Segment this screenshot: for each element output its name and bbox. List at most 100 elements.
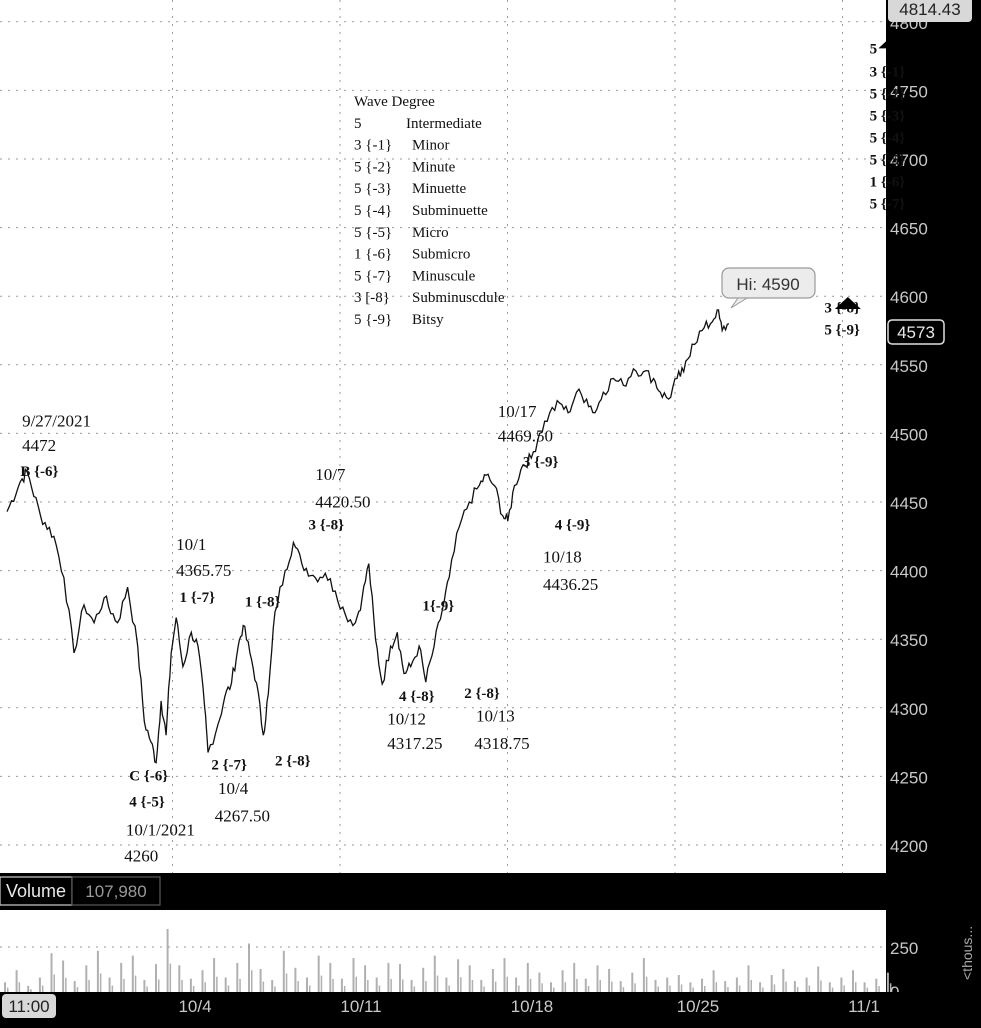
volume-bar <box>317 955 320 992</box>
top-price-badge[interactable]: 4814.43 <box>888 0 972 22</box>
volume-bar <box>402 979 404 992</box>
volume-bar <box>146 986 148 992</box>
volume-bar <box>399 964 401 992</box>
volume-bar <box>375 977 378 992</box>
wave-annotation: B {-6} <box>20 464 58 480</box>
legend-degree-name: Subminuscdule <box>412 290 505 306</box>
volume-bar <box>863 982 866 992</box>
wave-annotation: 4 {-8} <box>399 689 435 705</box>
top-price-value: 4814.43 <box>899 0 960 19</box>
volume-bar <box>120 962 123 992</box>
wave-annotations: 9/27/2021 4472 B {-6} 10/1 4365.75 1 {-7} 1 {-… <box>20 41 905 865</box>
wave-marker-triangle <box>834 297 861 310</box>
wave-annotation: 1{-9} <box>422 598 454 614</box>
volume-bar <box>704 986 706 992</box>
time-axis-background <box>0 992 981 1023</box>
volume-bar <box>855 982 857 992</box>
wave-annotation: 3 {-1} <box>870 65 906 81</box>
volume-bar <box>817 966 820 992</box>
volume-bar <box>561 970 564 992</box>
time-axis: 11:00 10/4 10/11 10/18 10/25 11/1 <box>2 994 880 1018</box>
wave-annotation: 5 {-9} <box>824 323 860 339</box>
wave-annotation: 2 {-8} <box>464 686 500 702</box>
volume-bar <box>227 985 230 992</box>
volume-bar <box>669 985 671 992</box>
volume-bar <box>759 982 762 992</box>
volume-bar <box>889 983 892 992</box>
wave-annotation: 5 <box>870 41 878 57</box>
volume-bar <box>436 975 439 992</box>
volume-bar <box>611 981 613 992</box>
wave-annotation: 10/1/2021 <box>126 820 195 839</box>
volume-bar <box>762 987 764 992</box>
volume-bar <box>573 962 576 992</box>
wave-annotation: 4420.50 <box>315 492 370 511</box>
volume-bar <box>805 977 808 992</box>
volume-bars <box>4 929 892 992</box>
volume-bar <box>297 981 299 992</box>
volume-bar <box>108 977 111 992</box>
volume-bar <box>41 985 44 992</box>
volume-bar <box>878 986 880 992</box>
legend-degree-name: Minute <box>412 159 456 175</box>
legend-code: 5 {-5} <box>354 225 392 241</box>
legend-degree-name: Intermediate <box>406 116 482 132</box>
wave-markers <box>834 36 905 310</box>
price-tick-label: 4350 <box>890 631 928 650</box>
volume-bar <box>50 953 53 992</box>
price-tick-label: 4550 <box>890 357 928 376</box>
wave-annotation: 5 {-5} <box>870 152 906 168</box>
volume-bar <box>689 982 692 992</box>
volume-bar <box>285 973 288 992</box>
price-tick-label: 4750 <box>890 82 928 101</box>
legend-code: 3 [-8} <box>354 290 390 306</box>
volume-bar <box>38 977 41 992</box>
legend-degree-name: Minuscule <box>412 268 476 284</box>
volume-bar <box>143 979 146 992</box>
volume-plot-background <box>0 910 886 992</box>
volume-bar <box>701 978 703 992</box>
wave-annotation: 5 {-3} <box>870 109 906 125</box>
volume-bar <box>747 965 750 992</box>
time-cursor-badge[interactable] <box>2 994 56 1018</box>
volume-bar <box>445 977 448 992</box>
price-tick-label: 4200 <box>890 837 928 856</box>
volume-title: Volume <box>6 881 66 901</box>
volume-bar <box>85 965 88 992</box>
wave-annotation: 10/7 <box>315 465 346 484</box>
volume-bar <box>529 978 532 992</box>
legend-code: 1 {-6} <box>354 247 392 263</box>
volume-bar <box>808 985 811 992</box>
volume-bar <box>53 974 55 992</box>
price-tick-label: 4400 <box>890 563 928 582</box>
legend-code: 5 {-3} <box>354 181 392 197</box>
volume-bar <box>491 969 494 992</box>
volume-title-box[interactable] <box>0 876 73 906</box>
hi-bubble[interactable]: Hi: 4590 <box>721 267 816 309</box>
legend-degree-name: Micro <box>412 225 449 241</box>
volume-bar <box>343 986 346 992</box>
volume-bar <box>750 980 752 992</box>
volume-bar <box>471 980 474 992</box>
legend-code: 5 {-4} <box>354 203 392 219</box>
wave-marker-triangle <box>878 36 905 49</box>
wave-annotation: C {-6} <box>129 769 168 785</box>
time-tick-label: 11/1 <box>848 997 880 1016</box>
wave-annotation: 10/13 <box>476 707 515 726</box>
wave-annotation: 10/4 <box>218 779 249 798</box>
wave-annotation: 4260 <box>124 846 158 865</box>
volume-bar <box>712 970 715 992</box>
volume-bar <box>770 975 773 992</box>
legend-code: 3 {-1} <box>354 138 392 154</box>
volume-bar <box>387 962 390 992</box>
volume-bar <box>468 965 471 992</box>
volume-bar <box>262 981 265 992</box>
volume-bar <box>448 985 450 992</box>
volume-bar <box>88 980 90 992</box>
volume-bar <box>460 977 462 992</box>
time-cursor-label: 11:00 <box>8 997 49 1016</box>
current-price-badge[interactable]: 4573 <box>887 319 945 345</box>
volume-bar <box>820 980 822 992</box>
volume-bar <box>619 981 622 992</box>
